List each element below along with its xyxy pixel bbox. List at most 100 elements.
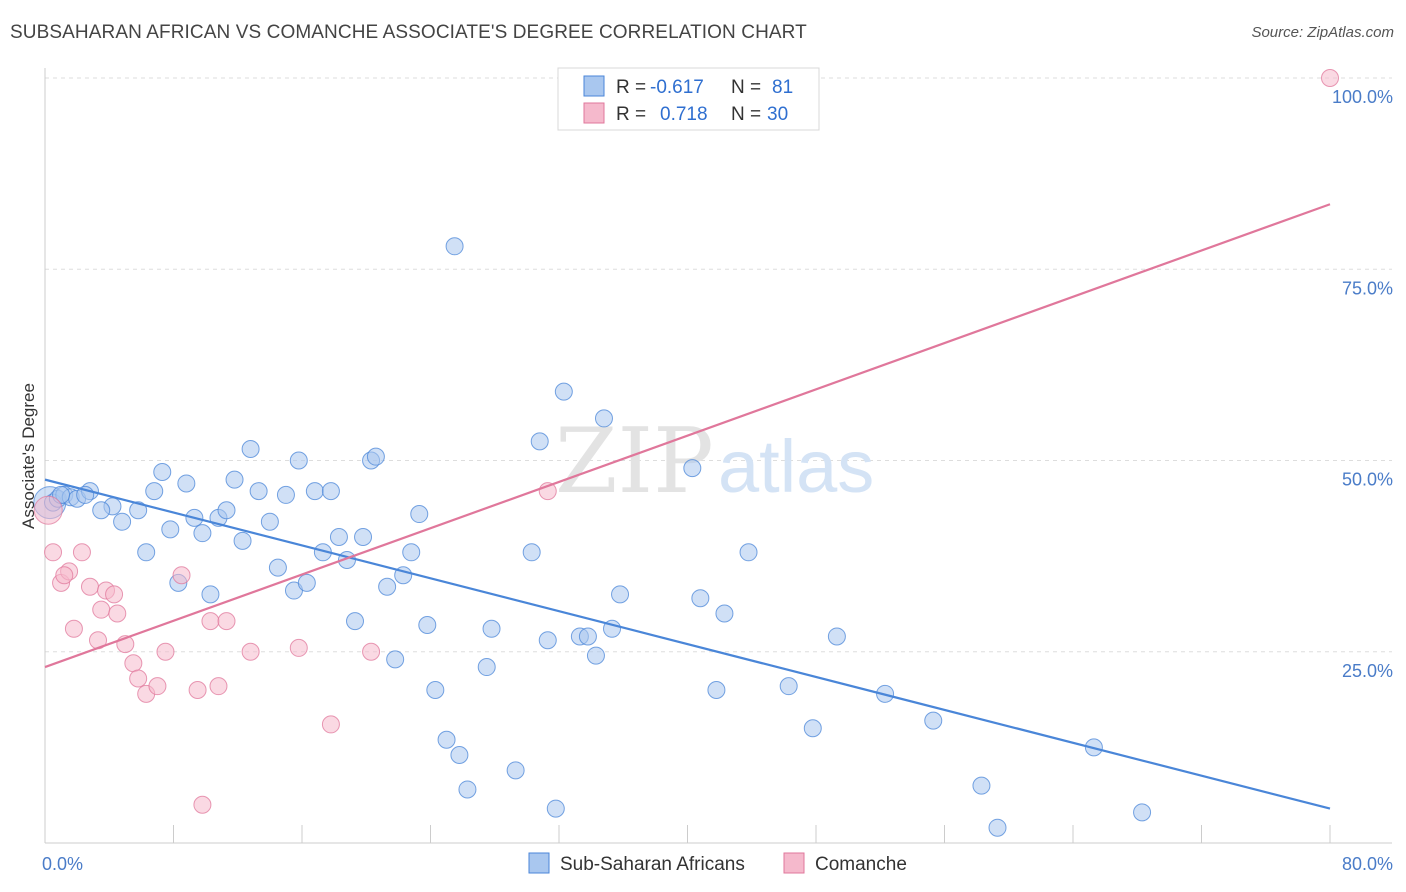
subsaharan-point <box>482 619 501 638</box>
subsaharan-point <box>437 730 456 749</box>
watermark-atlas: atlas <box>718 425 874 508</box>
subsaharan-point <box>113 512 132 531</box>
comanche-point <box>289 638 308 657</box>
subsaharan-point <box>546 799 565 818</box>
legend-swatch-comanche <box>783 852 805 874</box>
chart-title: SUBSAHARAN AFRICAN VS COMANCHE ASSOCIATE… <box>10 22 807 43</box>
subsaharan-point <box>241 440 260 459</box>
subsaharan-point <box>522 543 541 562</box>
subsaharan-point <box>1133 803 1152 822</box>
subsaharan-point <box>803 719 822 738</box>
stats-swatch-blue <box>583 75 605 97</box>
legend-swatch-subsaharan <box>528 852 550 874</box>
subsaharan-point <box>233 531 252 550</box>
comanche-point <box>55 566 74 585</box>
subsaharan-point <box>410 505 429 524</box>
comanche-point <box>64 619 83 638</box>
subsaharan-point <box>715 604 734 623</box>
gridlines <box>45 77 1392 653</box>
subsaharan-point <box>249 482 268 501</box>
comanche-point <box>108 604 127 623</box>
comanche-point <box>148 677 167 696</box>
comanche-point <box>33 495 63 525</box>
comanche-point <box>193 795 212 814</box>
subsaharan-point <box>92 501 111 520</box>
subsaharan-point <box>418 615 437 634</box>
subsaharan-point <box>586 646 605 665</box>
stats-legend: R = -0.617 N = 81 R = 0.718 N = 30 <box>557 67 820 131</box>
subsaharan-point <box>611 585 630 604</box>
comanche-point <box>72 543 91 562</box>
comanche-point <box>362 642 381 661</box>
comanche-point <box>188 681 207 699</box>
subsaharan-point <box>193 524 212 543</box>
stats-r-value-pink: 0.718 <box>660 104 708 125</box>
subsaharan-point <box>506 761 525 780</box>
subsaharan-point <box>578 627 597 646</box>
stats-n-value-pink: 30 <box>767 104 788 125</box>
comanche-point <box>105 585 124 604</box>
y-tick-label: 100.0% <box>1332 87 1393 107</box>
stats-r-value-blue: -0.617 <box>650 77 704 98</box>
series-legend: Sub-Saharan Africans Comanche <box>528 852 907 875</box>
y-axis-title: Associate's Degree <box>19 383 38 529</box>
data-points <box>33 69 1339 837</box>
subsaharan-point <box>554 382 573 401</box>
comanche-point <box>92 600 111 619</box>
subsaharan-point <box>153 462 172 481</box>
tick-labels: 25.0% 50.0% 75.0% 100.0% 0.0% 80.0% <box>42 87 1393 874</box>
comanche-point <box>321 715 340 734</box>
subsaharan-point <box>691 589 710 608</box>
subsaharan-point <box>276 485 295 504</box>
subsaharan-point <box>988 818 1007 837</box>
trend-line-subsaharan <box>44 478 1331 810</box>
comanche-point <box>241 642 260 661</box>
subsaharan-point <box>683 459 702 478</box>
subsaharan-point <box>260 512 279 531</box>
y-tick-label: 50.0% <box>1342 470 1393 490</box>
stats-n-label-pink: N = <box>731 104 761 125</box>
subsaharan-point <box>594 409 613 428</box>
subsaharan-point <box>145 482 164 501</box>
legend-label-subsaharan: Sub-Saharan Africans <box>560 854 745 875</box>
comanche-point <box>1321 69 1339 87</box>
subsaharan-point <box>321 482 340 501</box>
axes <box>44 68 1392 844</box>
comanche-point <box>201 612 220 631</box>
legend-label-comanche: Comanche <box>815 854 907 875</box>
source-credit: Source: ZipAtlas.com <box>1251 24 1394 41</box>
subsaharan-point <box>827 627 846 646</box>
subsaharan-point <box>366 447 385 466</box>
subsaharan-point <box>458 780 477 799</box>
comanche-point <box>80 577 99 596</box>
subsaharan-point <box>445 237 464 256</box>
subsaharan-point <box>924 711 943 730</box>
subsaharan-point <box>530 432 549 451</box>
stats-r-label-pink: R = <box>616 104 646 125</box>
subsaharan-point <box>217 501 236 520</box>
subsaharan-point <box>739 543 758 562</box>
subsaharan-point <box>137 543 156 562</box>
subsaharan-point <box>346 612 365 631</box>
subsaharan-point <box>378 577 397 596</box>
subsaharan-point <box>402 543 421 562</box>
stats-n-label-blue: N = <box>731 77 761 98</box>
trend-lines <box>44 203 1331 810</box>
x-tick-label: 0.0% <box>42 854 83 874</box>
x-tick-label: 80.0% <box>1342 854 1393 874</box>
subsaharan-point <box>268 558 287 577</box>
comanche-point <box>217 612 236 631</box>
subsaharan-point <box>201 585 220 604</box>
stats-n-value-blue: 81 <box>772 77 793 98</box>
comanche-point <box>209 677 228 696</box>
subsaharan-point <box>972 776 991 795</box>
stats-r-label-blue: R = <box>616 77 646 98</box>
subsaharan-point <box>450 746 469 765</box>
trend-line-comanche <box>44 203 1331 669</box>
comanche-point <box>156 642 175 661</box>
subsaharan-point <box>305 482 324 501</box>
subsaharan-point <box>289 451 308 470</box>
comanche-point <box>172 566 191 585</box>
subsaharan-point <box>329 528 348 546</box>
